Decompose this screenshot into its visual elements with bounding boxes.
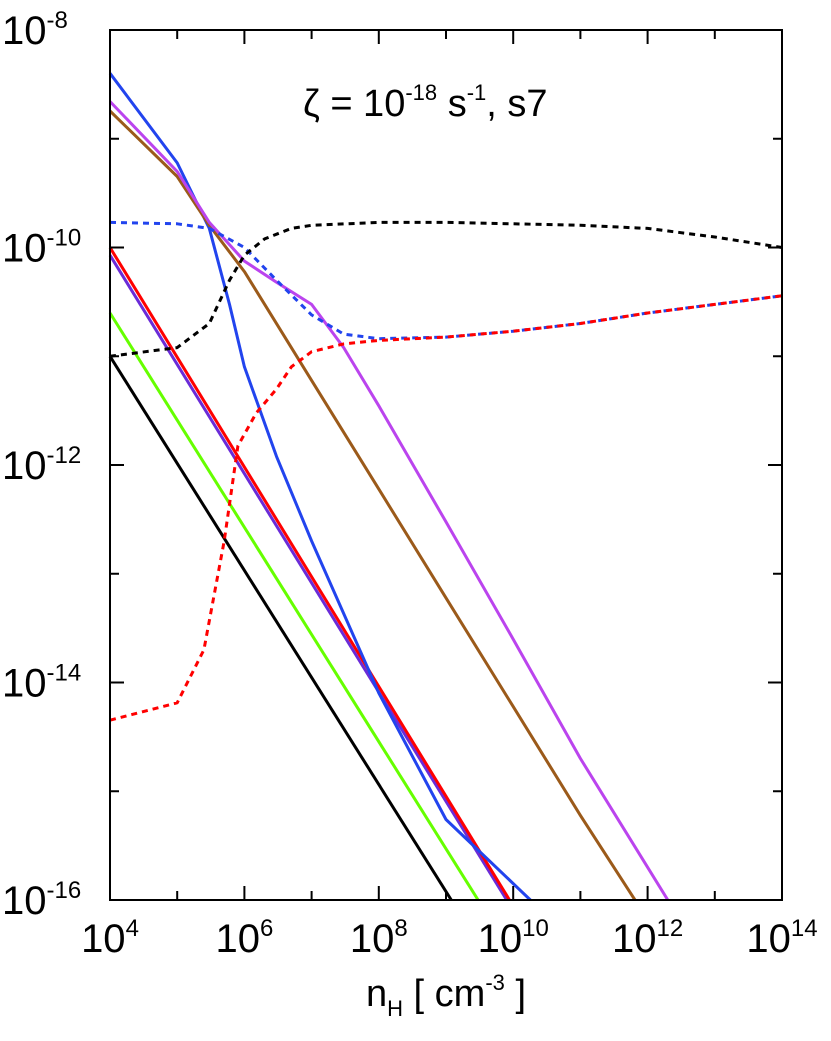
y-tick-label: 10-8 [2, 7, 68, 53]
ticks-layer [109, 29, 783, 901]
x-tick-label: 106 [215, 915, 273, 961]
y-tick-label: 10-16 [2, 877, 81, 923]
y-tick-label: 10-12 [2, 442, 81, 488]
series-line-10 [109, 220, 783, 358]
x-tick-label: 104 [81, 915, 139, 961]
x-tick-label: 1012 [612, 915, 683, 961]
series-line-1 [108, 355, 453, 901]
x-tick-label: 108 [350, 915, 408, 961]
x-tick-label: 1010 [478, 915, 549, 961]
series-line-4 [108, 246, 511, 901]
series-line-2 [108, 312, 480, 901]
chart-annotation: ζ = 10-18 s-1, s7 [303, 80, 548, 125]
series-line-5 [108, 72, 532, 902]
plot-frame [109, 29, 783, 901]
series-line-6 [108, 109, 637, 901]
y-tick-label: 10-10 [2, 225, 81, 271]
series-line-9 [109, 294, 783, 722]
x-tick-label: 1014 [746, 915, 817, 961]
series-line-3 [108, 254, 508, 901]
series-layer [108, 72, 783, 902]
labels-layer: 104 106 108 1010 1012 1014 10-8 10-10 10-12 10-14… [2, 7, 818, 961]
y-tick-label: 10-14 [2, 660, 81, 706]
series-line-7 [108, 100, 670, 901]
x-axis-label: nH [ cm-3 ] [366, 970, 526, 1021]
